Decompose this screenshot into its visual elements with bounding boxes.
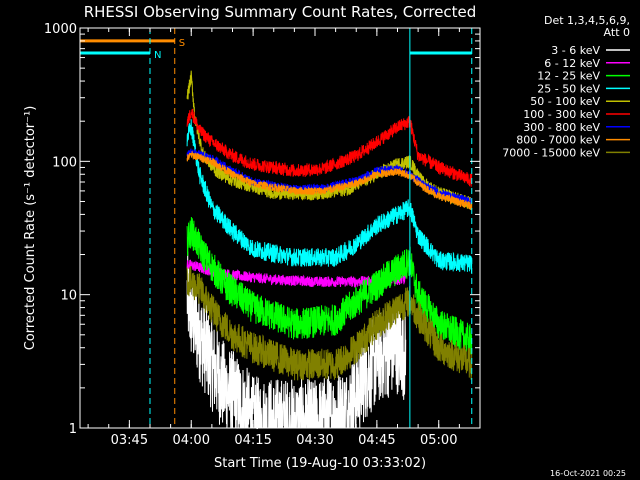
legend-label-7: 300 - 800 keV bbox=[523, 121, 600, 134]
legend-label-9: 7000 - 15000 keV bbox=[502, 146, 600, 159]
x-tick-label-2: 04:00 bbox=[173, 433, 210, 448]
legend-header-line-2: Att 0 bbox=[604, 26, 630, 39]
x-tick-label-6: 05:00 bbox=[420, 433, 457, 448]
y-tick-label-4: 1000 bbox=[44, 22, 77, 37]
legend-label-6: 100 - 300 keV bbox=[523, 108, 600, 121]
series-line-6 bbox=[186, 108, 473, 187]
x-tick-label-5: 04:45 bbox=[358, 433, 395, 448]
series-line-8 bbox=[186, 151, 473, 211]
annotation-label-n: N bbox=[154, 50, 161, 61]
x-tick-label-3: 04:15 bbox=[234, 433, 271, 448]
legend-header-line-1: Det 1,3,4,5,6,9, bbox=[544, 14, 630, 27]
y-axis-label: Corrected Count Rate (s⁻¹ detector⁻¹) bbox=[23, 106, 38, 351]
series-line-3 bbox=[186, 216, 473, 355]
series-line-9 bbox=[186, 266, 473, 381]
footer-timestamp: 16-Oct-2021 00:25 bbox=[550, 469, 626, 478]
x-tick-label-4: 04:30 bbox=[296, 433, 333, 448]
x-axis-label: Start Time (19-Aug-10 03:33:02) bbox=[214, 456, 426, 471]
y-tick-label-3: 100 bbox=[52, 155, 77, 170]
legend-label-2: 6 - 12 keV bbox=[544, 57, 600, 70]
legend-label-1: 3 - 6 keV bbox=[551, 44, 600, 57]
series-line-4 bbox=[186, 119, 473, 274]
axes-layer: 03:45 04:00 04:15 04:30 04:45 05:00 1 10 100 1000 bbox=[44, 22, 481, 448]
chart-title: RHESSI Observing Summary Count Rates, Co… bbox=[84, 3, 477, 21]
legend-label-3: 12 - 25 keV bbox=[537, 70, 600, 83]
plot-frame bbox=[79, 27, 481, 429]
series-layer bbox=[186, 70, 473, 430]
legend-header: Det 1,3,4,5,6,9,Att 0 bbox=[544, 14, 630, 39]
y-tick-label-2: 10 bbox=[60, 289, 77, 304]
x-tick-label-1: 03:45 bbox=[111, 433, 148, 448]
legend-label-5: 50 - 100 keV bbox=[530, 95, 600, 108]
y-tick-label-1: 1 bbox=[69, 422, 77, 437]
annotation-label-s: S bbox=[179, 38, 185, 49]
legend-label-4: 25 - 50 keV bbox=[537, 82, 600, 95]
legend-label-8: 800 - 7000 keV bbox=[516, 134, 600, 147]
